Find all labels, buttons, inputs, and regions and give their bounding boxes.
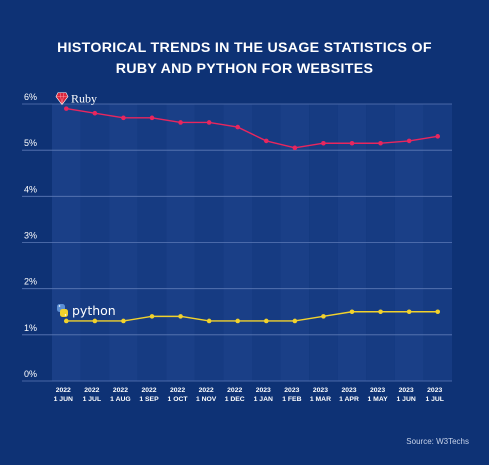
ruby-data-point [406, 138, 412, 144]
python-data-point [406, 309, 412, 315]
python-data-point [263, 318, 269, 324]
x-tick-year: 2022 [170, 387, 185, 394]
ruby-data-point [92, 110, 98, 116]
ruby-label: Ruby [55, 92, 97, 106]
python-data-point [349, 309, 355, 315]
x-tick-date: 1 FEB [282, 396, 301, 403]
chart-title: HISTORICAL TRENDS IN THE USAGE STATISTIC… [20, 38, 469, 80]
python-data-point [121, 318, 126, 324]
gridlines [22, 103, 452, 382]
x-tick-year: 2022 [113, 387, 128, 394]
ruby-series-line [66, 107, 438, 149]
x-tick-year: 2022 [141, 387, 156, 394]
ruby-data-point [263, 138, 269, 144]
python-data-point [435, 309, 441, 315]
ruby-data-point [149, 115, 155, 121]
python-data-point [378, 309, 383, 315]
y-tick-label: 1% [24, 323, 37, 333]
x-tick-date: 1 JAN [254, 396, 273, 403]
y-tick-label: 4% [24, 184, 37, 194]
chart-title-line-2: RUBY AND PYTHON FOR WEBSITES [115, 61, 374, 77]
y-tick-label: 5% [24, 138, 37, 148]
chart-title-line-1: HISTORICAL TRENDS IN THE USAGE STATISTIC… [57, 40, 432, 56]
ruby-data-point [349, 140, 355, 146]
x-tick-date: 1 DEC [225, 396, 245, 403]
x-tick-date: 1 MAY [367, 396, 388, 403]
x-tick-date: 1 MAR [310, 396, 331, 403]
python-data-point [235, 318, 241, 324]
ruby-label-text: Ruby [71, 92, 97, 106]
x-tick-date: 1 NOV [196, 396, 217, 403]
ruby-data-point [235, 124, 241, 130]
python-label: python [57, 303, 116, 318]
x-tick-year: 2022 [84, 387, 99, 394]
x-tick-year: 2023 [370, 387, 385, 394]
ruby-data-point [178, 120, 183, 125]
x-tick-year: 2023 [256, 387, 271, 394]
x-tick-year: 2023 [427, 387, 442, 394]
ruby-data-point [292, 145, 298, 151]
x-tick-date: 1 JUL [83, 396, 102, 403]
x-tick-date: 1 APR [339, 396, 359, 403]
python-label-text: python [72, 303, 116, 318]
python-data-point [206, 318, 212, 324]
x-tick-year: 2023 [284, 387, 299, 394]
x-tick-year: 2022 [56, 387, 71, 394]
series-lines [63, 106, 441, 324]
ruby-data-point [121, 115, 126, 121]
ruby-data-point [321, 140, 326, 146]
ruby-gem-icon [55, 92, 69, 106]
x-tick-date: 1 JUN [54, 396, 73, 403]
python-data-point [92, 318, 98, 324]
y-tick-label: 2% [24, 277, 37, 287]
python-data-point [178, 314, 183, 319]
ruby-data-point [435, 134, 441, 139]
y-axis-ticks: 0% 1% 2% 3% 4% 5% 6% [24, 92, 37, 379]
python-logo-icon [57, 303, 68, 317]
python-series-line [66, 311, 438, 322]
y-tick-label: 6% [24, 92, 37, 102]
python-data-point [63, 318, 69, 324]
source-note: Source: W3Techs [406, 437, 469, 446]
x-tick-year: 2023 [313, 387, 328, 394]
x-tick-date: 1 SEP [139, 396, 159, 403]
python-data-point [149, 314, 155, 319]
ruby-data-point [206, 120, 212, 125]
x-tick-date: 1 OCT [168, 396, 189, 403]
x-tick-year: 2022 [227, 387, 242, 394]
ruby-data-point [378, 140, 383, 146]
y-tick-label: 3% [24, 231, 37, 241]
y-tick-label: 0% [24, 369, 37, 379]
x-tick-date: 1 JUN [397, 396, 416, 403]
python-data-point [321, 314, 326, 319]
series-labels: Ruby python [55, 92, 116, 318]
x-tick-year: 2022 [199, 387, 214, 394]
ruby-data-point [63, 106, 69, 111]
x-tick-date: 1 AUG [110, 396, 131, 403]
python-data-point [292, 318, 298, 324]
x-tick-year: 2023 [341, 387, 356, 394]
x-tick-year: 2023 [399, 387, 414, 394]
x-axis-ticks: 2022 1 JUN 2022 1 JUL 2022 1 AUG 2022 1 SEP 2022… [54, 387, 444, 403]
x-tick-date: 1 JUL [425, 396, 444, 403]
